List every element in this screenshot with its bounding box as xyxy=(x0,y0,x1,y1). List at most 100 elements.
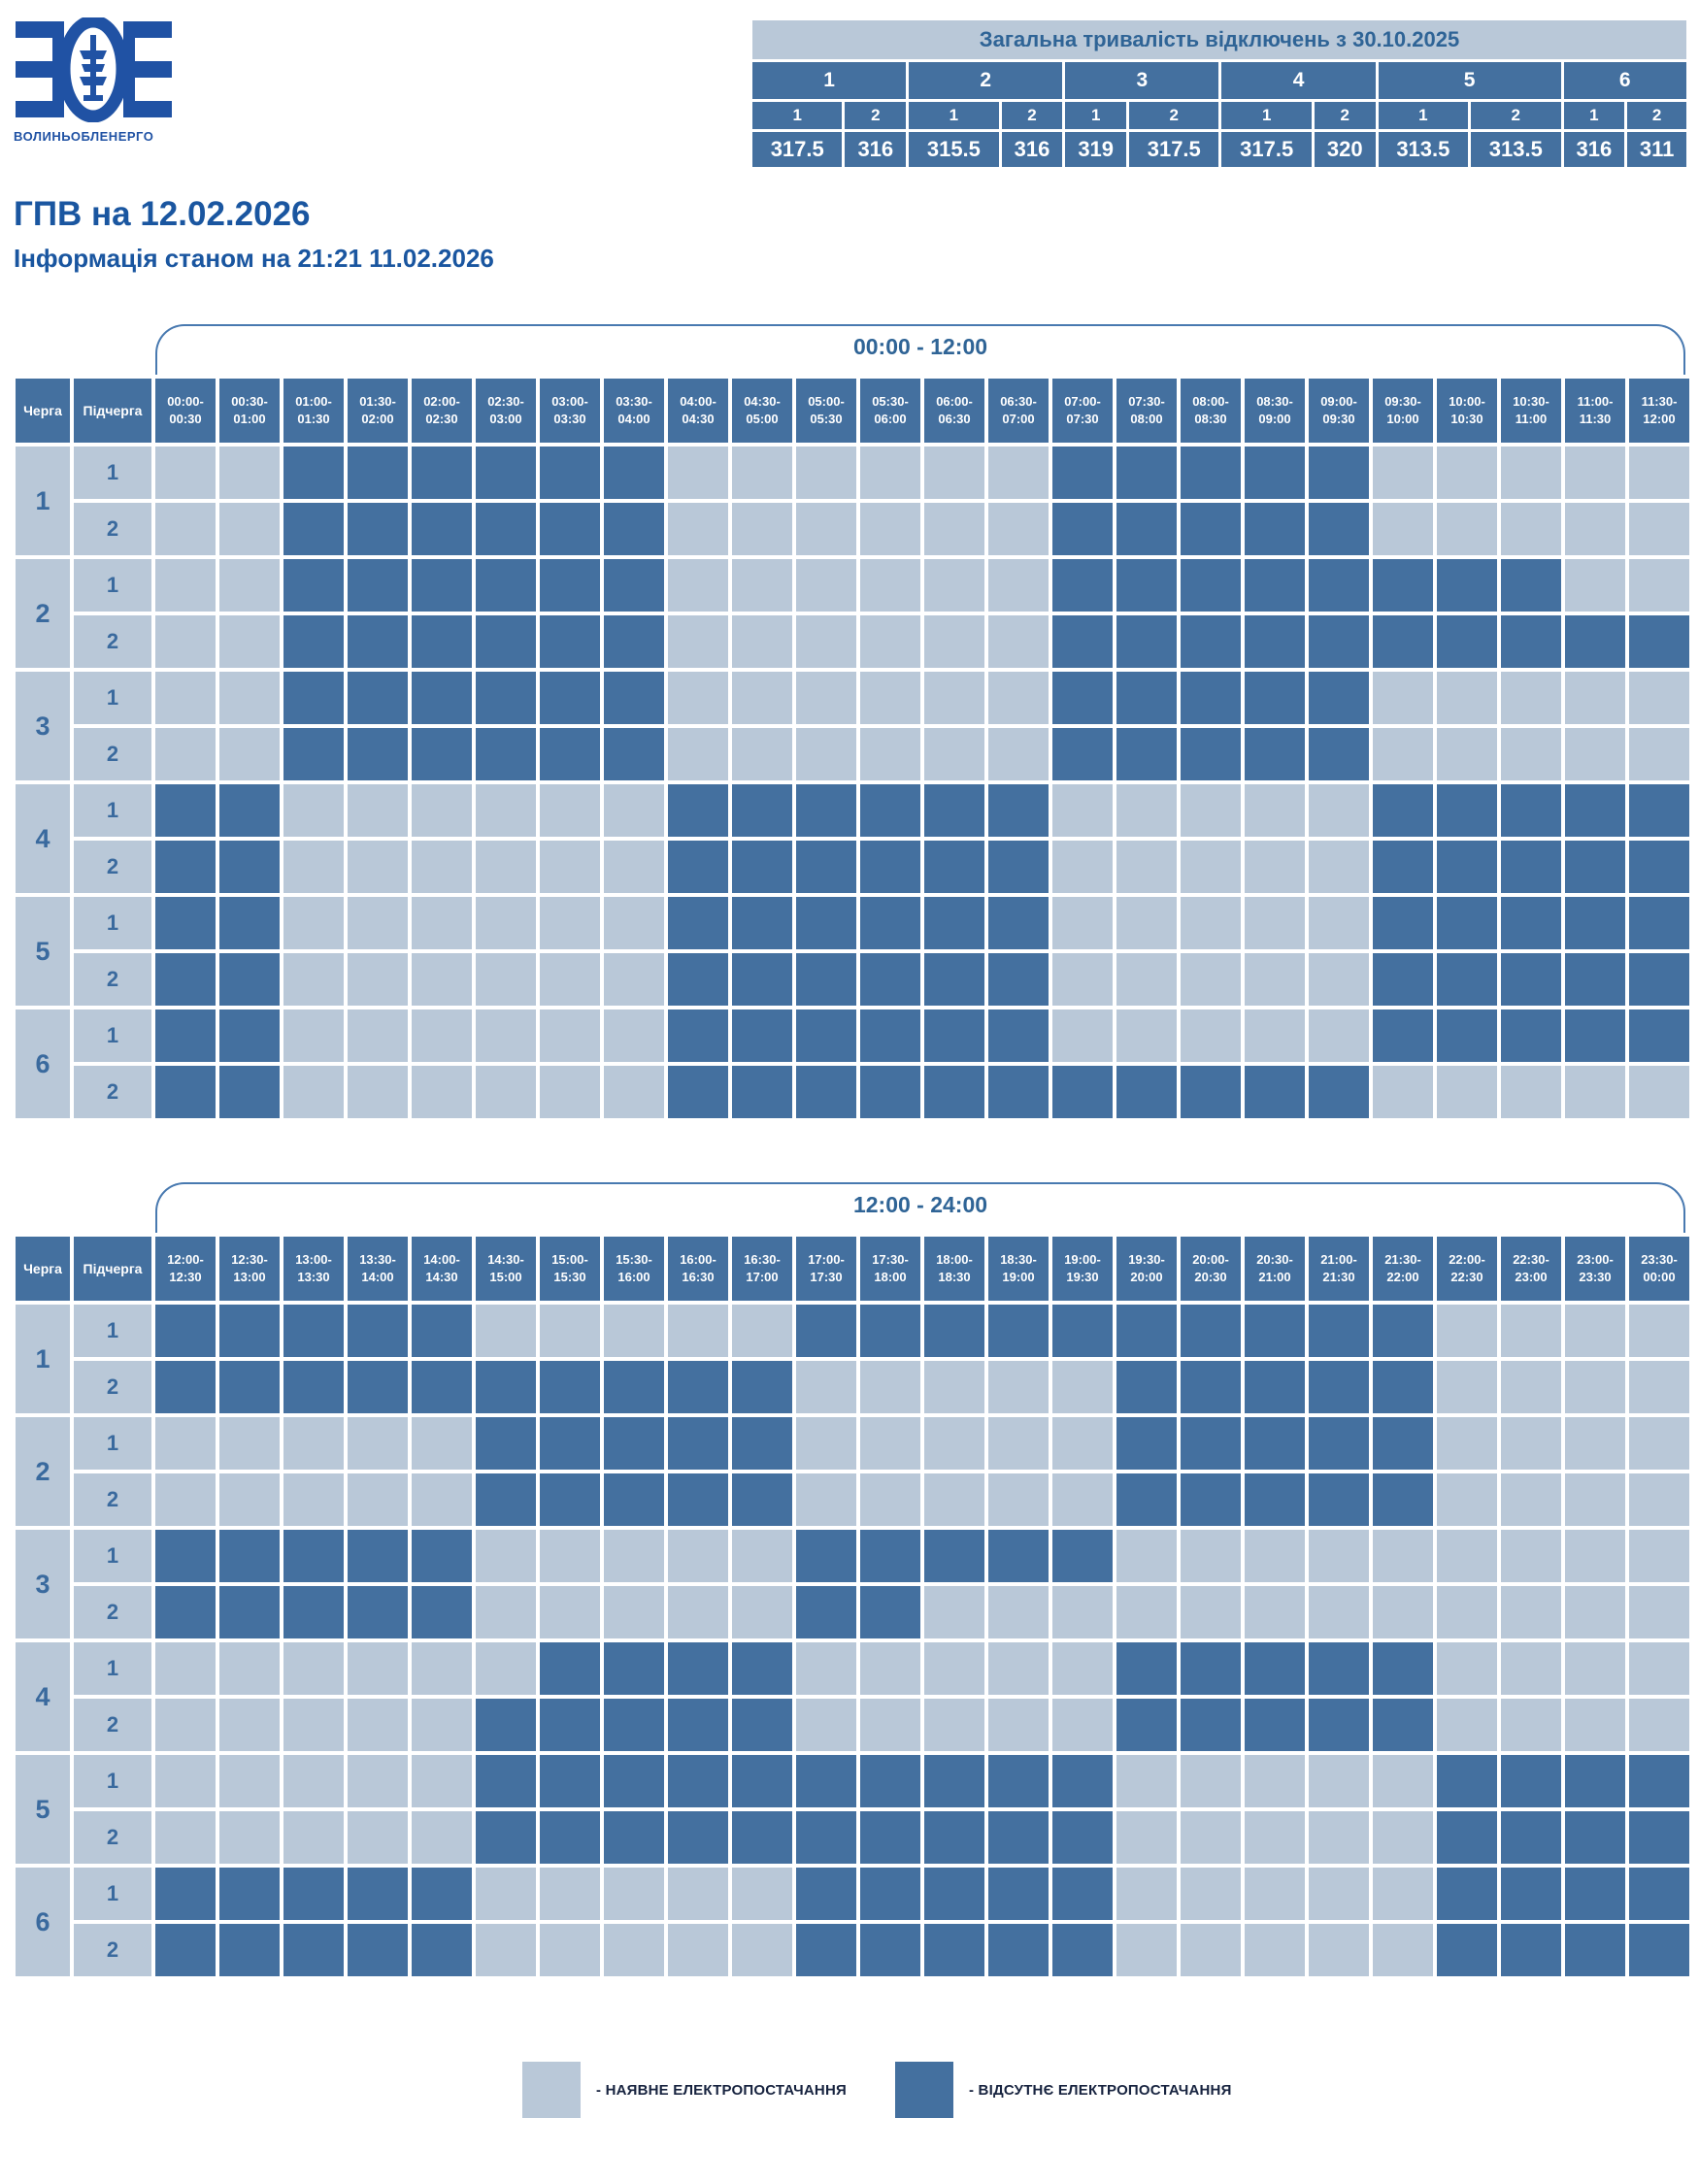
schedule-cell-power-absent xyxy=(1181,1305,1241,1357)
schedule-cell-power-absent xyxy=(1373,1473,1433,1526)
time-slot-header: 19:00- 19:30 xyxy=(1052,1237,1113,1301)
schedule-cell-power-available xyxy=(1565,1586,1625,1638)
schedule-cell-power-available xyxy=(732,615,792,668)
schedule-cell-power-absent xyxy=(348,1305,408,1357)
schedule-cell-power-available xyxy=(1565,672,1625,724)
schedule-cell-power-absent xyxy=(1565,1924,1625,1976)
schedule-cell-power-available xyxy=(476,1305,536,1357)
schedule-cell-power-absent xyxy=(1373,559,1433,612)
schedule-header: Черга Підчерга 12:00- 12:30 12:30- 13:00 13:00… xyxy=(16,1237,1689,1301)
schedule-cell-power-available xyxy=(1373,1924,1433,1976)
subqueue-column-header: Підчерга xyxy=(74,379,151,443)
schedule-cell-power-available xyxy=(1373,1755,1433,1807)
schedule-cell-power-available xyxy=(540,1924,600,1976)
schedule-cell-power-absent xyxy=(348,559,408,612)
schedule-cell-power-available xyxy=(1116,1924,1177,1976)
schedule-cell-power-available xyxy=(732,1305,792,1357)
schedule-cell-power-absent xyxy=(1309,1305,1369,1357)
schedule-cell-power-absent xyxy=(732,1642,792,1695)
schedule-cell-power-absent xyxy=(1116,1305,1177,1357)
schedule-cell-power-available xyxy=(732,728,792,780)
summary-value-row: 317.5 316 315.5 316 319 317.5 317.5 320 313.5 313… xyxy=(752,132,1686,167)
schedule-cell-power-available xyxy=(1181,841,1241,893)
schedule-cell-power-absent xyxy=(155,1361,216,1413)
subqueue-label: 1 xyxy=(74,1642,151,1695)
schedule-row: 2 xyxy=(16,1699,1689,1751)
schedule-cell-power-available xyxy=(860,1417,920,1470)
schedule-cell-power-absent xyxy=(1501,615,1561,668)
time-slot-header: 01:00- 01:30 xyxy=(283,379,344,443)
schedule-row: 2 xyxy=(16,1811,1689,1864)
schedule-cell-power-absent xyxy=(219,841,280,893)
schedule-cell-power-available xyxy=(1565,1417,1625,1470)
schedule-cell-power-absent xyxy=(860,1530,920,1582)
schedule-cell-power-absent xyxy=(540,615,600,668)
schedule-cell-power-absent xyxy=(1373,1417,1433,1470)
schedule-cell-power-absent xyxy=(219,1924,280,1976)
schedule-cell-power-available xyxy=(476,1009,536,1062)
schedule-cell-power-absent xyxy=(860,1755,920,1807)
schedule-cell-power-absent xyxy=(604,615,664,668)
schedule-cell-power-available xyxy=(1052,1361,1113,1413)
schedule-cell-power-absent xyxy=(988,1811,1049,1864)
schedule-header-row: Черга Підчерга 00:00- 00:30 00:30- 01:00 01:00… xyxy=(16,379,1689,443)
schedule-cell-power-available xyxy=(668,447,728,499)
schedule-cell-power-absent xyxy=(219,953,280,1006)
schedule-cell-power-absent xyxy=(1116,559,1177,612)
schedule-cell-power-absent xyxy=(476,615,536,668)
schedule-cell-power-available xyxy=(1629,1473,1689,1526)
schedule-cell-power-absent xyxy=(1052,1868,1113,1920)
schedule-cell-power-absent xyxy=(860,784,920,837)
schedule-cell-power-absent xyxy=(283,559,344,612)
schedule-cell-power-available xyxy=(155,447,216,499)
schedule-cell-power-available xyxy=(732,1924,792,1976)
schedule-cell-power-absent xyxy=(1245,503,1305,555)
schedule-row: 2 xyxy=(16,953,1689,1006)
schedule-cell-power-available xyxy=(1245,953,1305,1006)
schedule-cell-power-absent xyxy=(668,1811,728,1864)
schedule-cell-power-absent xyxy=(796,1305,856,1357)
time-slot-header: 04:00- 04:30 xyxy=(668,379,728,443)
subqueue-label: 1 xyxy=(74,1755,151,1807)
schedule-cell-power-available xyxy=(1373,1811,1433,1864)
schedule-cell-power-absent xyxy=(1116,1642,1177,1695)
schedule-cell-power-available xyxy=(1245,1586,1305,1638)
summary-hours-cell: 317.5 xyxy=(1221,132,1312,167)
queue-label: 4 xyxy=(16,784,70,893)
schedule-cell-power-available xyxy=(796,728,856,780)
schedule-cell-power-available xyxy=(668,728,728,780)
schedule-cell-power-available xyxy=(1181,1868,1241,1920)
schedule-cell-power-available xyxy=(1181,1009,1241,1062)
schedule-cell-power-available xyxy=(476,1642,536,1695)
schedule-cell-power-available xyxy=(1181,1811,1241,1864)
schedule-cell-power-absent xyxy=(668,1066,728,1118)
schedule-cell-power-absent xyxy=(540,1699,600,1751)
schedule-cell-power-available xyxy=(1052,897,1113,949)
summary-hours-cell: 316 xyxy=(1563,132,1625,167)
schedule-cell-power-available xyxy=(924,1586,984,1638)
schedule-cell-power-absent xyxy=(988,953,1049,1006)
schedule-cell-power-absent xyxy=(924,1066,984,1118)
time-slot-header: 21:30- 22:00 xyxy=(1373,1237,1433,1301)
time-slot-header: 12:00- 12:30 xyxy=(155,1237,216,1301)
schedule-cell-power-available xyxy=(1116,897,1177,949)
schedule-cell-power-absent xyxy=(1437,953,1497,1006)
time-slot-header: 13:00- 13:30 xyxy=(283,1237,344,1301)
schedule-cell-power-absent xyxy=(604,1417,664,1470)
schedule-cell-power-available xyxy=(1116,1868,1177,1920)
schedule-cell-power-available xyxy=(1116,1586,1177,1638)
schedule-cell-power-absent xyxy=(924,1009,984,1062)
schedule-cell-power-available xyxy=(796,447,856,499)
schedule-cell-power-available xyxy=(1309,1009,1369,1062)
schedule-cell-power-available xyxy=(1373,1586,1433,1638)
schedule-cell-power-available xyxy=(1245,841,1305,893)
time-slot-header: 20:00- 20:30 xyxy=(1181,1237,1241,1301)
schedule-cell-power-available xyxy=(1629,728,1689,780)
schedule-cell-power-absent xyxy=(412,1530,472,1582)
time-slot-header: 03:00- 03:30 xyxy=(540,379,600,443)
summary-subqueue-cell: 1 xyxy=(1563,102,1625,129)
schedule-cell-power-available xyxy=(283,897,344,949)
schedule-cell-power-absent xyxy=(1052,615,1113,668)
schedule-cell-power-absent xyxy=(1309,1417,1369,1470)
